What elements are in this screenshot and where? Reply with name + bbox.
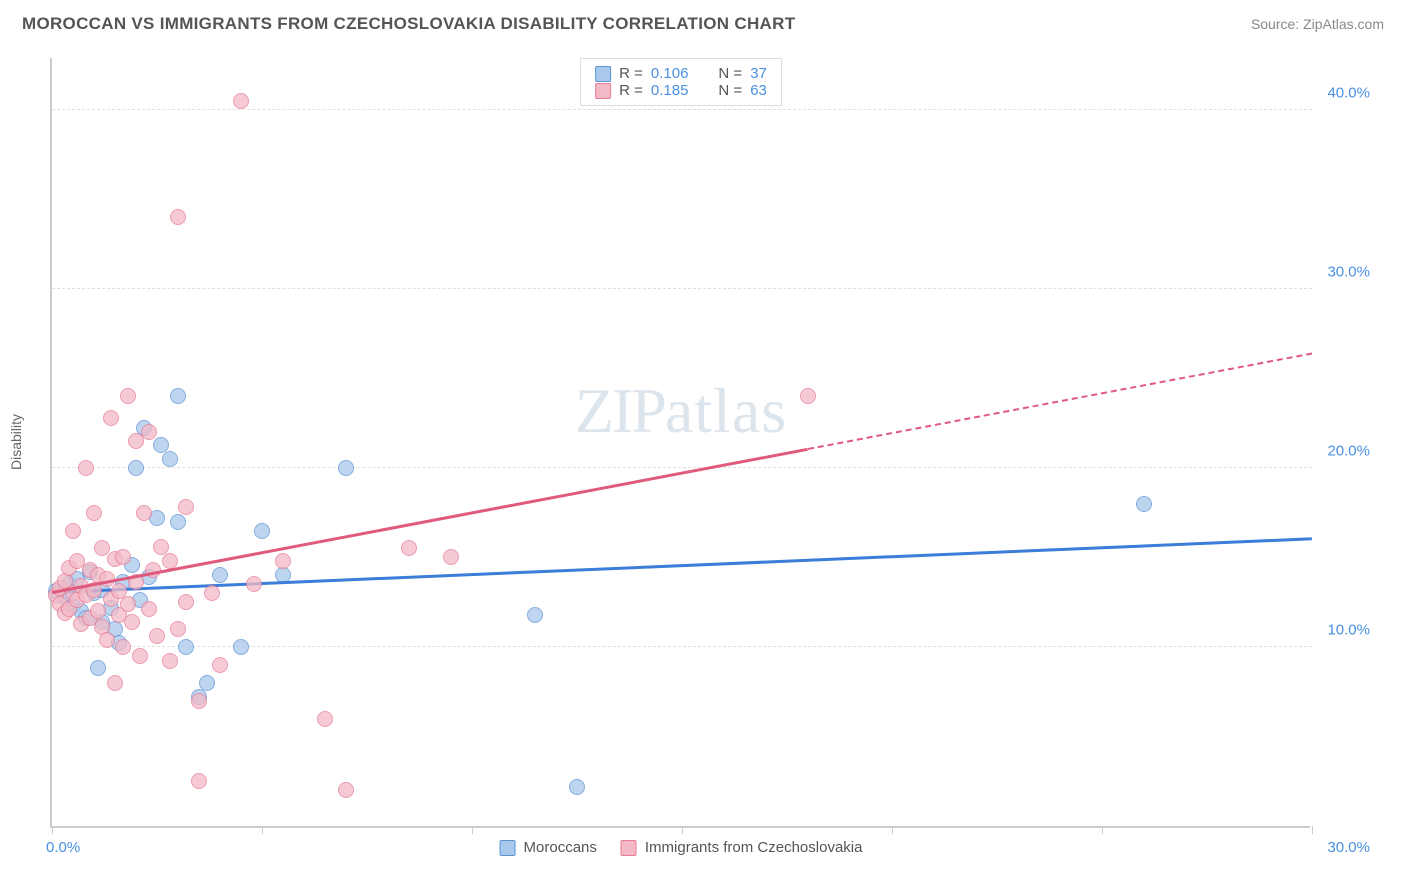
data-point	[191, 773, 207, 789]
x-min-label: 0.0%	[46, 839, 80, 856]
data-point	[65, 523, 81, 539]
x-tick	[472, 826, 473, 834]
y-tick-label: 40.0%	[1327, 84, 1370, 101]
data-point	[178, 594, 194, 610]
data-point	[78, 460, 94, 476]
data-point	[170, 621, 186, 637]
series-legend-item: Immigrants from Czechoslovakia	[621, 839, 863, 856]
series-legend: Moroccans Immigrants from Czechoslovakia	[500, 839, 863, 856]
data-point	[212, 567, 228, 583]
data-point	[124, 614, 140, 630]
data-point	[141, 424, 157, 440]
legend-n-value: 37	[750, 65, 767, 82]
legend-r-value: 0.106	[651, 65, 689, 82]
y-tick-label: 20.0%	[1327, 442, 1370, 459]
data-point	[149, 628, 165, 644]
data-point	[120, 388, 136, 404]
data-point	[115, 549, 131, 565]
trend-line	[52, 447, 808, 593]
y-tick-label: 30.0%	[1327, 263, 1370, 280]
data-point	[338, 460, 354, 476]
chart-title: MOROCCAN VS IMMIGRANTS FROM CZECHOSLOVAK…	[22, 14, 795, 34]
trend-line	[52, 537, 1312, 593]
data-point	[90, 660, 106, 676]
data-point	[162, 451, 178, 467]
x-tick	[1312, 826, 1313, 834]
x-tick	[682, 826, 683, 834]
data-point	[128, 460, 144, 476]
gridline	[52, 467, 1312, 468]
legend-swatch	[595, 83, 611, 99]
data-point	[199, 675, 215, 691]
data-point	[246, 576, 262, 592]
data-point	[212, 657, 228, 673]
data-point	[90, 603, 106, 619]
data-point	[170, 514, 186, 530]
legend-n-label: N =	[718, 82, 742, 99]
data-point	[254, 523, 270, 539]
data-point	[103, 410, 119, 426]
legend-r-label: R =	[619, 65, 643, 82]
data-point	[527, 607, 543, 623]
data-point	[191, 693, 207, 709]
data-point	[141, 601, 157, 617]
data-point	[233, 93, 249, 109]
data-point	[1136, 496, 1152, 512]
source-attribution: Source: ZipAtlas.com	[1251, 16, 1384, 32]
series-legend-item: Moroccans	[500, 839, 597, 856]
data-point	[178, 499, 194, 515]
legend-swatch	[500, 840, 516, 856]
data-point	[170, 209, 186, 225]
legend-row: R = 0.185 N = 63	[595, 82, 767, 99]
gridline	[52, 288, 1312, 289]
data-point	[275, 553, 291, 569]
legend-row: R = 0.106 N = 37	[595, 65, 767, 82]
series-label: Immigrants from Czechoslovakia	[645, 839, 863, 856]
watermark: ZIPatlas	[575, 374, 787, 448]
plot-area: ZIPatlas Disability R =0.106N =37R =0.18…	[50, 58, 1310, 828]
data-point	[317, 711, 333, 727]
x-tick	[52, 826, 53, 834]
x-max-label: 30.0%	[1327, 839, 1370, 856]
data-point	[569, 779, 585, 795]
data-point	[233, 639, 249, 655]
legend-n-label: N =	[718, 65, 742, 82]
data-point	[800, 388, 816, 404]
legend-swatch	[621, 840, 637, 856]
y-axis-title: Disability	[8, 414, 24, 470]
series-label: Moroccans	[524, 839, 597, 856]
legend-swatch	[595, 66, 611, 82]
data-point	[204, 585, 220, 601]
trend-line-extension	[808, 352, 1312, 449]
scatter-chart: ZIPatlas Disability R =0.106N =37R =0.18…	[50, 58, 1370, 828]
data-point	[136, 505, 152, 521]
data-point	[401, 540, 417, 556]
x-tick	[1102, 826, 1103, 834]
y-tick-label: 10.0%	[1327, 621, 1370, 638]
legend-r-label: R =	[619, 82, 643, 99]
data-point	[115, 639, 131, 655]
data-point	[178, 639, 194, 655]
data-point	[443, 549, 459, 565]
data-point	[99, 632, 115, 648]
x-tick	[262, 826, 263, 834]
data-point	[120, 596, 136, 612]
x-tick	[892, 826, 893, 834]
data-point	[162, 653, 178, 669]
data-point	[132, 648, 148, 664]
data-point	[107, 675, 123, 691]
data-point	[338, 782, 354, 798]
gridline	[52, 109, 1312, 110]
data-point	[86, 505, 102, 521]
legend-r-value: 0.185	[651, 82, 689, 99]
correlation-legend: R = 0.106 N = 37 R = 0.185 N = 63	[580, 58, 782, 106]
legend-n-value: 63	[750, 82, 767, 99]
data-point	[170, 388, 186, 404]
